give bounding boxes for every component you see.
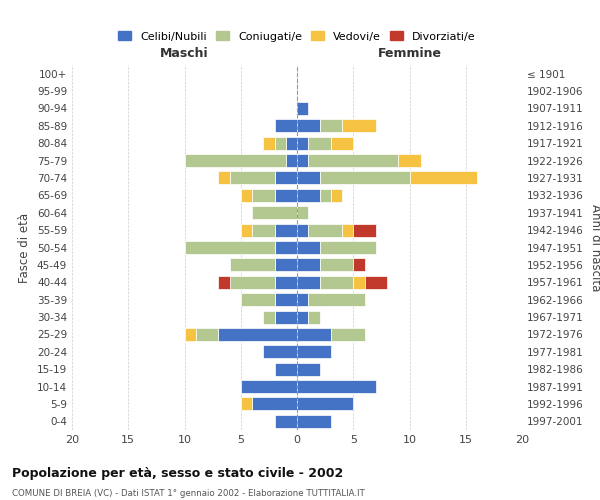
Bar <box>297 328 331 341</box>
Bar <box>275 224 297 236</box>
Bar <box>185 328 196 341</box>
Y-axis label: Fasce di età: Fasce di età <box>19 212 31 282</box>
Bar <box>297 362 320 376</box>
Bar <box>263 136 275 149</box>
Bar <box>252 224 275 236</box>
Bar <box>297 102 308 115</box>
Bar <box>297 398 353 410</box>
Bar <box>297 154 308 167</box>
Bar <box>320 120 342 132</box>
Bar <box>342 120 376 132</box>
Bar <box>308 154 398 167</box>
Bar <box>252 398 297 410</box>
Bar <box>308 310 320 324</box>
Bar <box>275 310 297 324</box>
Bar <box>185 241 275 254</box>
Bar <box>320 258 353 272</box>
Bar <box>297 258 320 272</box>
Y-axis label: Anni di nascita: Anni di nascita <box>589 204 600 291</box>
Bar <box>229 276 275 289</box>
Bar <box>353 258 365 272</box>
Bar <box>218 276 229 289</box>
Bar <box>308 293 365 306</box>
Bar <box>297 206 308 220</box>
Bar <box>353 224 376 236</box>
Bar <box>263 310 275 324</box>
Bar <box>275 362 297 376</box>
Bar <box>275 136 286 149</box>
Bar <box>409 172 477 184</box>
Bar <box>241 189 252 202</box>
Bar <box>229 258 275 272</box>
Bar <box>218 328 297 341</box>
Bar <box>398 154 421 167</box>
Bar <box>275 258 297 272</box>
Bar <box>275 241 297 254</box>
Bar <box>297 293 308 306</box>
Bar <box>331 136 353 149</box>
Bar <box>342 224 353 236</box>
Bar <box>297 189 320 202</box>
Bar <box>320 189 331 202</box>
Bar <box>297 276 320 289</box>
Legend: Celibi/Nubili, Coniugati/e, Vedovi/e, Divorziati/e: Celibi/Nubili, Coniugati/e, Vedovi/e, Di… <box>114 27 480 46</box>
Bar <box>353 276 365 289</box>
Bar <box>286 154 297 167</box>
Bar <box>241 380 297 393</box>
Bar <box>365 276 387 289</box>
Bar <box>297 415 331 428</box>
Bar <box>275 293 297 306</box>
Bar <box>297 380 376 393</box>
Bar <box>275 120 297 132</box>
Bar <box>297 136 308 149</box>
Bar <box>241 398 252 410</box>
Bar <box>331 328 365 341</box>
Bar <box>286 136 297 149</box>
Bar <box>297 120 320 132</box>
Bar <box>297 310 308 324</box>
Bar <box>320 172 409 184</box>
Bar <box>218 172 229 184</box>
Text: COMUNE DI BREIA (VC) - Dati ISTAT 1° gennaio 2002 - Elaborazione TUTTITALIA.IT: COMUNE DI BREIA (VC) - Dati ISTAT 1° gen… <box>12 489 365 498</box>
Bar <box>331 189 342 202</box>
Bar <box>229 172 275 184</box>
Bar <box>297 224 308 236</box>
Bar <box>241 293 275 306</box>
Bar <box>252 206 297 220</box>
Bar <box>320 276 353 289</box>
Bar <box>275 276 297 289</box>
Bar <box>275 172 297 184</box>
Bar <box>320 241 376 254</box>
Bar <box>196 328 218 341</box>
Text: Maschi: Maschi <box>160 47 209 60</box>
Bar <box>308 224 342 236</box>
Bar <box>275 189 297 202</box>
Bar <box>297 346 331 358</box>
Bar <box>297 241 320 254</box>
Text: Femmine: Femmine <box>377 47 442 60</box>
Bar <box>308 136 331 149</box>
Bar <box>241 224 252 236</box>
Bar <box>297 172 320 184</box>
Bar <box>185 154 286 167</box>
Bar <box>252 189 275 202</box>
Text: Popolazione per età, sesso e stato civile - 2002: Popolazione per età, sesso e stato civil… <box>12 468 343 480</box>
Bar <box>263 346 297 358</box>
Bar <box>275 415 297 428</box>
